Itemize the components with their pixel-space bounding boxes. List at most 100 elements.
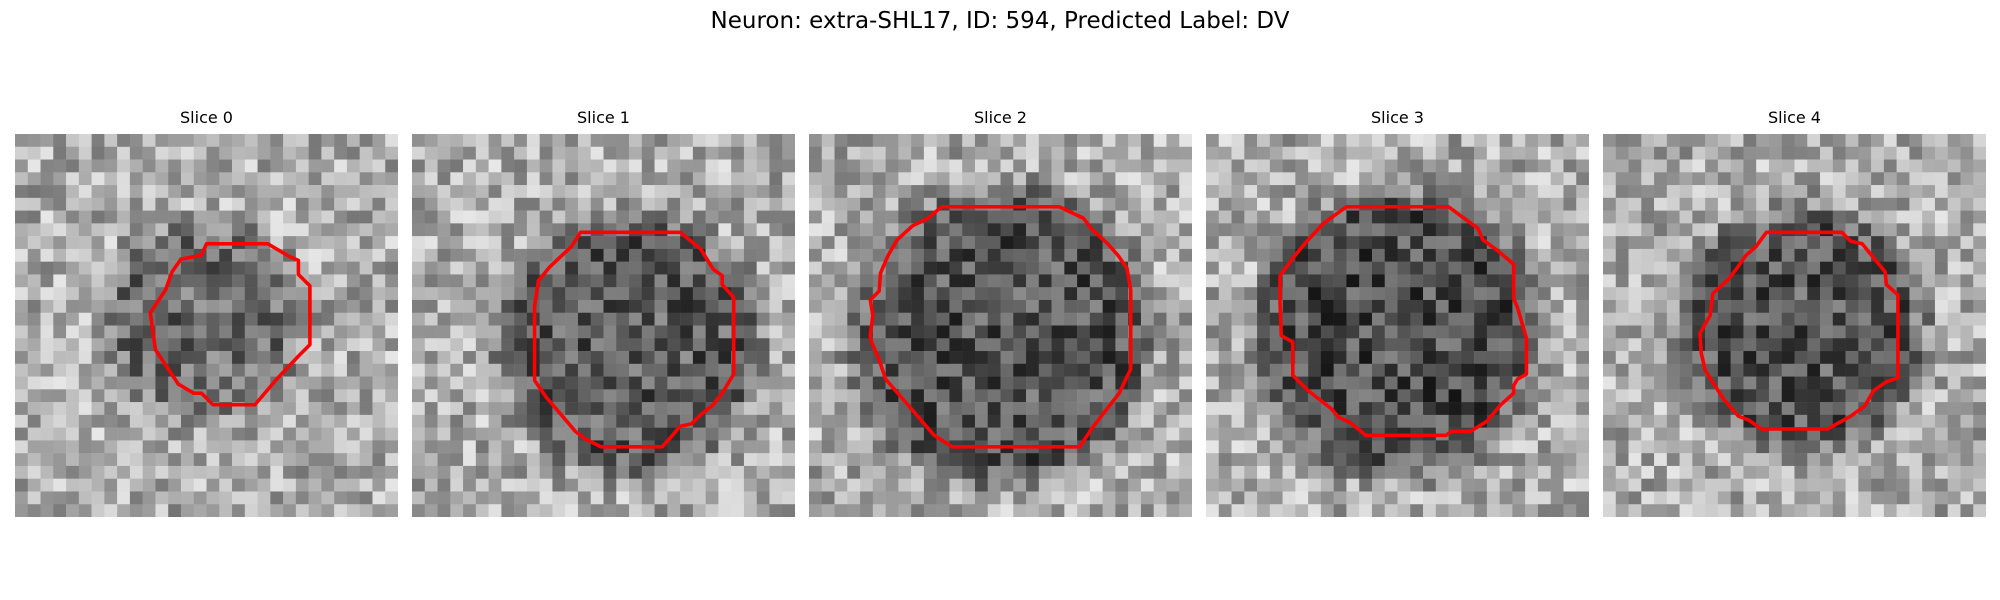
pixel-cell xyxy=(450,299,464,313)
pixel-cell xyxy=(1244,185,1258,199)
pixel-cell xyxy=(782,363,795,377)
pixel-cell xyxy=(1896,491,1910,505)
pixel-cell xyxy=(219,146,233,160)
pixel-cell xyxy=(1743,338,1757,352)
slice-4-contour xyxy=(1698,230,1900,431)
pixel-cell xyxy=(1486,363,1500,377)
pixel-cell xyxy=(1140,134,1154,148)
pixel-cell xyxy=(1743,274,1757,288)
pixel-cell xyxy=(834,351,848,365)
pixel-cell xyxy=(1615,312,1629,326)
pixel-cell xyxy=(603,491,617,505)
pixel-cell xyxy=(1628,427,1642,441)
pixel-cell xyxy=(1832,478,1846,492)
pixel-cell xyxy=(1115,325,1129,339)
pixel-cell xyxy=(1102,312,1116,326)
pixel-cell xyxy=(257,478,271,492)
pixel-cell xyxy=(475,363,489,377)
pixel-cell xyxy=(142,223,156,237)
pixel-cell xyxy=(860,312,874,326)
pixel-cell xyxy=(257,414,271,428)
pixel-cell xyxy=(66,440,80,454)
pixel-cell xyxy=(180,491,194,505)
pixel-cell xyxy=(1320,261,1334,275)
pixel-cell xyxy=(1666,312,1680,326)
pixel-cell xyxy=(488,210,502,224)
pixel-cell xyxy=(821,172,835,186)
pixel-cell xyxy=(359,351,373,365)
pixel-cell xyxy=(1960,414,1974,428)
pixel-cell xyxy=(1000,287,1014,301)
pixel-cell xyxy=(1333,427,1347,441)
pixel-cell xyxy=(1641,351,1655,365)
pixel-cell xyxy=(1550,363,1564,377)
pixel-cell xyxy=(539,351,553,365)
pixel-cell xyxy=(809,236,823,250)
pixel-cell xyxy=(475,223,489,237)
pixel-cell xyxy=(539,402,553,416)
pixel-cell xyxy=(1615,146,1629,160)
pixel-cell xyxy=(885,491,899,505)
pixel-cell xyxy=(718,491,732,505)
pixel-cell xyxy=(1102,325,1116,339)
pixel-cell xyxy=(1257,402,1271,416)
pixel-cell xyxy=(1832,159,1846,173)
pixel-cell xyxy=(283,491,297,505)
pixel-cell xyxy=(40,338,54,352)
pixel-cell xyxy=(1781,185,1795,199)
pixel-cell xyxy=(1641,414,1655,428)
pixel-cell xyxy=(821,287,835,301)
pixel-cell xyxy=(1871,287,1885,301)
pixel-cell xyxy=(680,287,694,301)
pixel-cell xyxy=(1140,465,1154,479)
pixel-cell xyxy=(1128,440,1142,454)
pixel-cell xyxy=(424,478,438,492)
pixel-cell xyxy=(769,338,783,352)
pixel-cell xyxy=(372,427,386,441)
pixel-cell xyxy=(129,440,143,454)
pixel-cell xyxy=(321,453,335,467)
pixel-cell xyxy=(1883,504,1897,517)
pixel-cell xyxy=(1346,134,1360,148)
pixel-cell xyxy=(488,223,502,237)
pixel-cell xyxy=(1692,210,1706,224)
pixel-cell xyxy=(705,427,719,441)
pixel-cell xyxy=(1781,440,1795,454)
pixel-cell xyxy=(1832,236,1846,250)
pixel-cell xyxy=(1666,351,1680,365)
pixel-cell xyxy=(654,338,668,352)
pixel-cell xyxy=(129,146,143,160)
pixel-cell xyxy=(616,427,630,441)
pixel-cell xyxy=(437,491,451,505)
pixel-cell xyxy=(1461,274,1475,288)
pixel-cell xyxy=(898,274,912,288)
pixel-cell xyxy=(1231,159,1245,173)
pixel-cell xyxy=(1359,146,1373,160)
pixel-cell xyxy=(1654,504,1668,517)
pixel-cell xyxy=(565,453,579,467)
pixel-cell xyxy=(1960,146,1974,160)
pixel-cell xyxy=(1896,210,1910,224)
pixel-cell xyxy=(1371,504,1385,517)
pixel-cell xyxy=(1346,146,1360,160)
pixel-cell xyxy=(1896,338,1910,352)
pixel-cell xyxy=(1730,146,1744,160)
pixel-cell xyxy=(1794,389,1808,403)
pixel-cell xyxy=(1679,172,1693,186)
pixel-cell xyxy=(809,248,823,262)
pixel-cell xyxy=(1166,402,1180,416)
pixel-cell xyxy=(1448,261,1462,275)
pixel-cell xyxy=(1461,185,1475,199)
pixel-cell xyxy=(1934,172,1948,186)
pixel-cell xyxy=(565,478,579,492)
pixel-cell xyxy=(809,134,823,148)
pixel-cell xyxy=(949,236,963,250)
pixel-cell xyxy=(1346,427,1360,441)
pixel-cell xyxy=(1346,159,1360,173)
pixel-cell xyxy=(654,427,668,441)
pixel-cell xyxy=(1140,351,1154,365)
pixel-cell xyxy=(437,185,451,199)
pixel-cell xyxy=(437,210,451,224)
pixel-cell xyxy=(1654,287,1668,301)
pixel-cell xyxy=(66,261,80,275)
